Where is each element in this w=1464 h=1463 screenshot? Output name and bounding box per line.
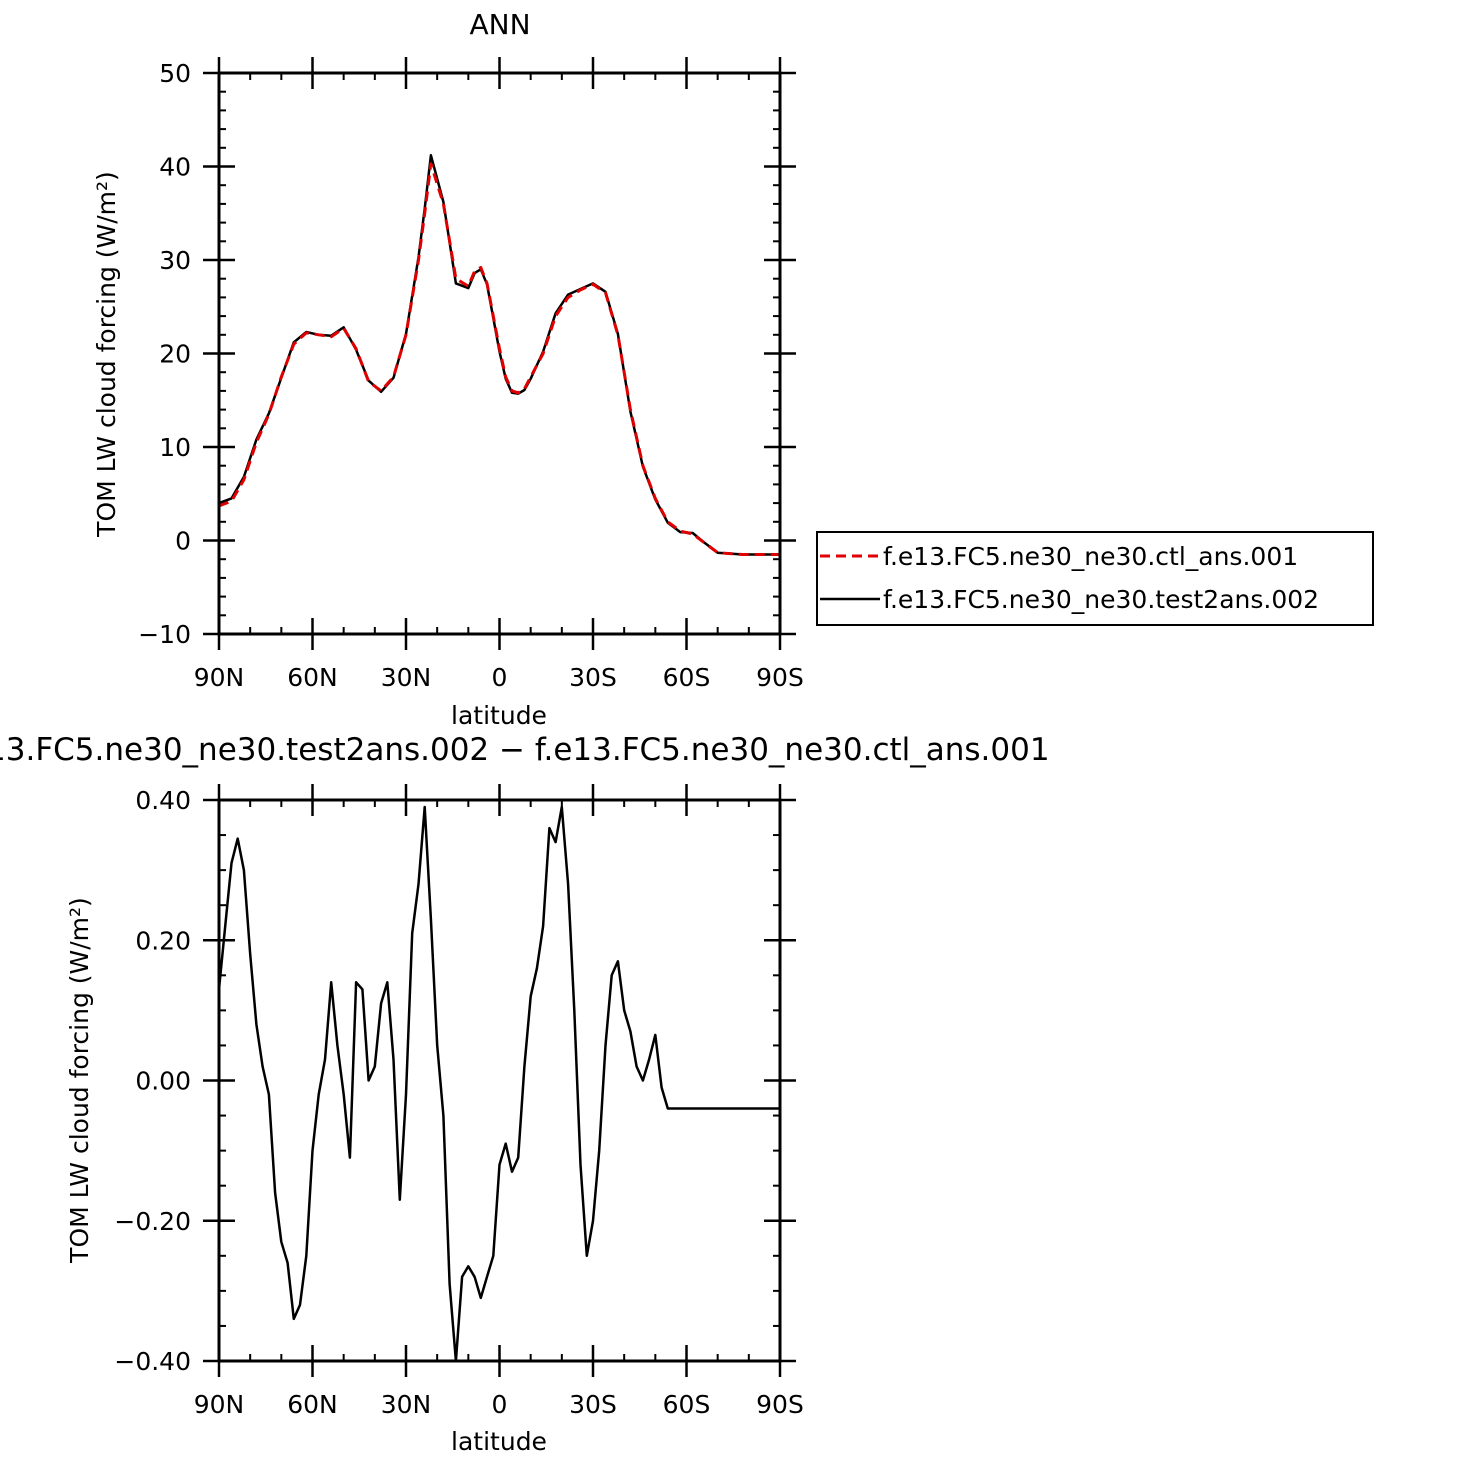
bottom-x-axis-label: latitude <box>451 1427 547 1456</box>
top-plot-frame <box>217 71 782 636</box>
top-series-line-0 <box>218 162 780 556</box>
y-tick-label: −0.20 <box>114 1207 191 1236</box>
bottom-panel: f.e13.FC5.ne30_ne30.test2ans.002 − f.e13… <box>0 732 1050 1456</box>
bottom-series <box>217 805 780 1363</box>
y-tick-label: 0.00 <box>135 1067 191 1096</box>
x-tick-label: 30N <box>381 1390 432 1419</box>
y-tick-label: 50 <box>159 59 191 88</box>
x-tick-label: 30N <box>381 663 432 692</box>
bottom-chart-title: f.e13.FC5.ne30_ne30.test2ans.002 − f.e13… <box>0 732 1050 768</box>
x-tick-label: 0 <box>492 663 508 692</box>
top-panel: ANN TOM LW cloud forcing (W/m²) latitude… <box>92 8 804 730</box>
legend-label-test: f.e13.FC5.ne30_ne30.test2ans.002 <box>883 585 1319 614</box>
y-tick-label: 0 <box>175 527 191 556</box>
bottom-ticks: 90N 60N 30N 0 30S 60S 90S −0.40 −0.20 0.00 0.20 0.4… <box>114 784 804 1419</box>
x-tick-label: 90S <box>756 663 804 692</box>
x-tick-label: 60S <box>663 663 711 692</box>
legend-label-ctl: f.e13.FC5.ne30_ne30.ctl_ans.001 <box>883 542 1298 571</box>
x-tick-label: 0 <box>492 1390 508 1419</box>
bottom-series-line-0 <box>217 805 780 1363</box>
x-tick-label: 90S <box>756 1390 804 1419</box>
x-tick-label: 60N <box>287 663 338 692</box>
top-y-axis-label: TOM LW cloud forcing (W/m²) <box>92 171 121 538</box>
x-tick-label: 90N <box>194 663 245 692</box>
x-tick-label: 90N <box>194 1390 245 1419</box>
y-tick-label: 0.20 <box>135 926 191 955</box>
bottom-y-axis-label: TOM LW cloud forcing (W/m²) <box>65 897 94 1264</box>
y-tick-label: −10 <box>138 620 191 649</box>
y-tick-label: 20 <box>159 340 191 369</box>
y-tick-label: −0.40 <box>114 1347 191 1376</box>
x-tick-label: 30S <box>569 1390 617 1419</box>
top-series-line-1 <box>218 154 780 556</box>
legend: f.e13.FC5.ne30_ne30.ctl_ans.001 f.e13.FC… <box>816 531 1374 626</box>
y-tick-label: 0.40 <box>135 786 191 815</box>
top-ticks: 90N 60N 30N 0 30S 60S 90S −10 0 10 20 30 40 50 <box>138 57 804 692</box>
x-tick-label: 60S <box>663 1390 711 1419</box>
y-tick-label: 10 <box>159 433 191 462</box>
x-tick-label: 60N <box>287 1390 338 1419</box>
legend-box <box>816 531 1374 626</box>
y-tick-label: 40 <box>159 153 191 182</box>
top-series <box>218 154 780 556</box>
bottom-plot-frame <box>217 798 782 1363</box>
y-tick-label: 30 <box>159 246 191 275</box>
top-x-axis-label: latitude <box>451 701 547 730</box>
x-tick-label: 30S <box>569 663 617 692</box>
top-chart-title: ANN <box>469 8 530 41</box>
